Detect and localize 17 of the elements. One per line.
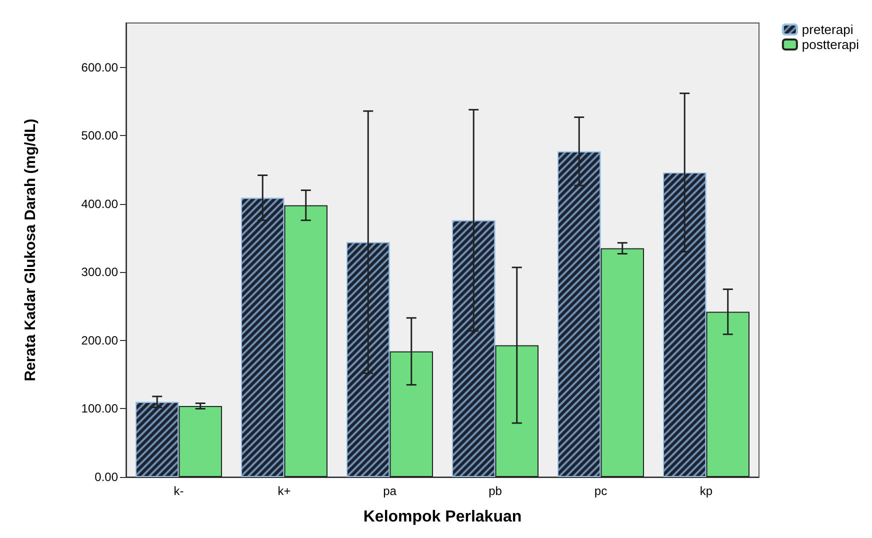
x-tick-label: k+ [278,484,291,498]
legend-label: postterapi [802,37,860,52]
x-tick-label: pc [594,484,608,498]
legend-label: preterapi [802,22,854,37]
y-tick-label: 0.00 [94,470,118,484]
y-tick-label: 400.00 [81,196,118,211]
y-tick-label: 600.00 [81,60,118,74]
x-tick-label: pa [383,484,397,498]
x-axis-title: Kelompok Perlakuan [363,508,522,526]
x-tick-label: kp [700,484,713,498]
y-tick-label: 200.00 [81,333,118,348]
y-tick-label: 300.00 [81,265,118,280]
x-tick-label: k- [174,484,184,498]
y-tick-label: 500.00 [81,128,118,143]
x-tick-label: pb [488,484,502,498]
y-axis-title: Rerata Kadar Glukosa Darah (mg/dL) [22,118,39,382]
y-tick-label: 100.00 [81,402,118,416]
